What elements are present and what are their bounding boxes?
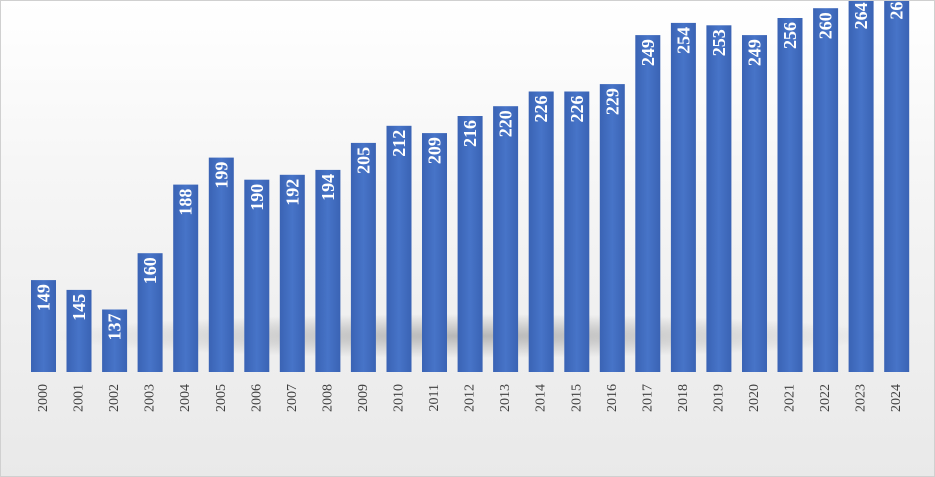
bar-2000 [31,280,56,372]
x-tick-label-2018: 2018 [676,384,691,412]
x-tick-label-2000: 2000 [36,384,51,412]
x-tick-label-2024: 2024 [889,384,904,412]
bar-2001 [66,289,92,372]
x-tick-label-2004: 2004 [178,384,193,412]
bar-value-label-2002: 137 [105,314,125,341]
bar-2019 [706,25,732,373]
bar-value-label-2024: 268 [887,1,907,20]
bars-group [31,1,910,373]
bar-2022 [813,8,839,372]
x-tick-label-2014: 2014 [534,384,549,412]
bar-2013 [493,106,519,372]
bar-2014 [528,91,554,372]
x-tick-label-2007: 2007 [285,384,300,412]
x-tick-label-2013: 2013 [498,384,513,412]
x-tick-label-2016: 2016 [605,384,620,412]
x-tick-label-2020: 2020 [747,384,762,412]
bar-value-label-2014: 226 [531,96,551,123]
x-tick-label-2023: 2023 [854,384,869,412]
x-tick-label-2002: 2002 [107,384,122,412]
x-tick-label-2017: 2017 [640,384,655,412]
x-tick-label-2005: 2005 [214,384,229,412]
bar-value-label-2010: 212 [389,130,409,157]
bar-value-label-2012: 216 [460,120,480,147]
bar-value-label-2019: 253 [709,29,729,56]
bar-2012 [457,116,483,372]
bar-2024 [884,1,910,372]
bar-2004 [173,184,199,372]
bar-value-label-2004: 188 [176,189,196,216]
x-tick-label-2015: 2015 [569,384,584,412]
bar-value-label-2009: 205 [353,147,373,174]
bar-value-label-2008: 194 [318,174,338,201]
x-tick-label-2006: 2006 [249,384,264,412]
bar-2023 [848,1,874,373]
bar-2005 [208,157,234,372]
bar-2006 [244,179,270,372]
bar-2007 [279,174,305,372]
bar-2018 [670,22,696,373]
bar-2017 [635,35,661,372]
x-tick-label-2011: 2011 [427,384,442,411]
bar-value-label-2006: 190 [247,184,267,211]
bar-2010 [386,125,412,372]
bar-value-label-2000: 149 [34,284,54,311]
bar-2020 [742,35,767,372]
bar-2015 [564,91,590,372]
bar-value-label-2018: 254 [673,27,693,54]
x-tick-label-2012: 2012 [463,384,478,412]
bar-value-label-2020: 249 [745,39,765,66]
x-tick-label-2010: 2010 [392,384,407,412]
x-axis-tick-labels: 2000 2001 2002 2003 2004 2005 2006 2007 2008 2009… [36,384,904,412]
bar-2003 [137,253,163,372]
x-tick-label-2001: 2001 [72,384,87,412]
bar-value-label-2001: 145 [69,294,89,321]
bar-value-label-2021: 256 [780,22,800,49]
bar-value-label-2016: 229 [602,88,622,115]
bar-value-label-2015: 226 [567,96,587,123]
x-tick-label-2019: 2019 [711,384,726,412]
bar-value-label-2011: 209 [425,137,445,164]
x-tick-label-2009: 2009 [356,384,371,412]
x-tick-label-2003: 2003 [143,384,158,412]
bar-2011 [422,133,447,372]
bar-value-label-2007: 192 [282,179,302,206]
x-tick-label-2008: 2008 [320,384,335,412]
bar-value-label-2003: 160 [140,257,160,284]
x-tick-label-2021: 2021 [783,384,798,412]
bar-value-label-2005: 199 [211,162,231,189]
bar-value-label-2023: 264 [851,2,871,29]
bar-2008 [315,169,341,372]
bar-value-label-2013: 220 [496,110,516,137]
bar-value-label-2017: 249 [638,39,658,66]
bar-2009 [350,142,376,372]
x-tick-label-2022: 2022 [818,384,833,412]
bar-labels-group: 149 145 137 160 188 199 190 192 194 205 212 209 216 2… [34,1,907,341]
bar-2002 [102,309,128,372]
bar-2016 [599,84,625,372]
bar-value-label-2022: 260 [816,12,836,39]
bar-2021 [777,18,803,372]
